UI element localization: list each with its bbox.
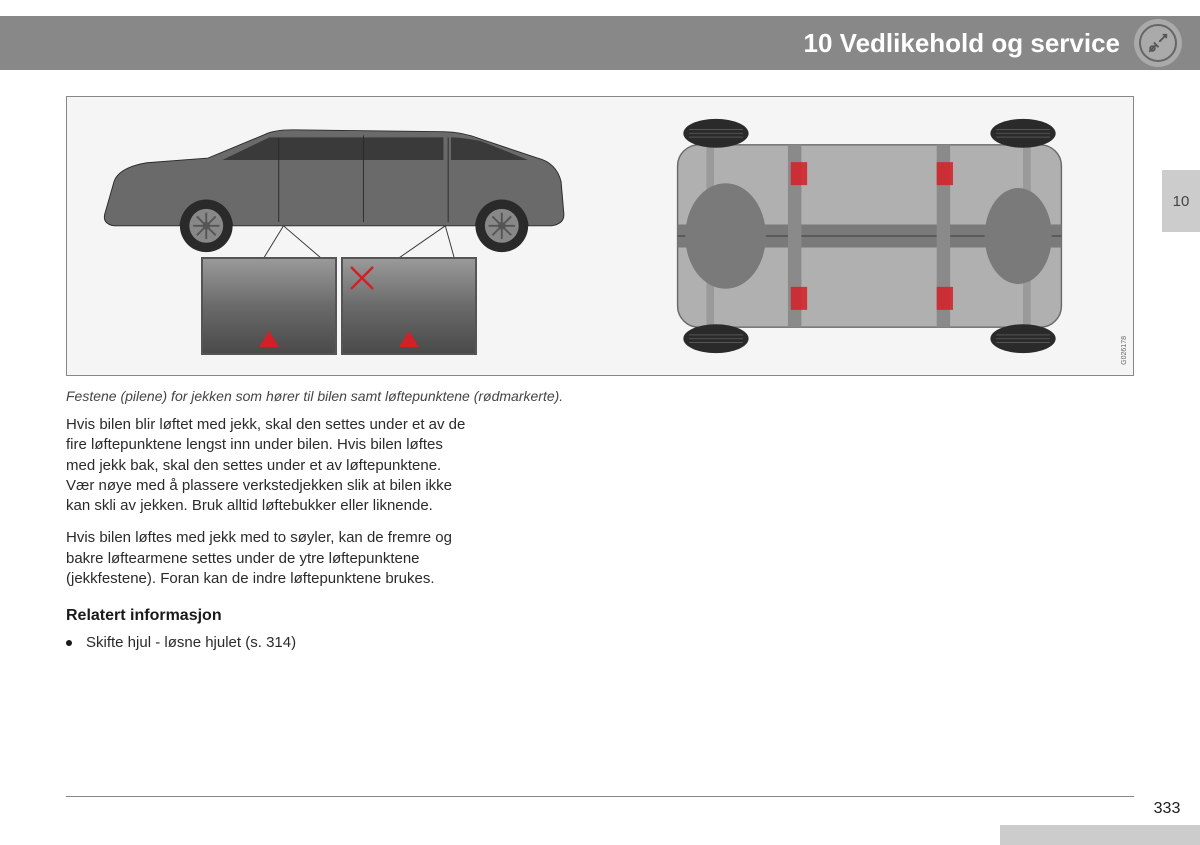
up-arrow-icon xyxy=(259,331,279,347)
car-undercarriage-illustration xyxy=(620,116,1119,356)
figure-undercarriage-view xyxy=(620,111,1119,361)
inset-incorrect-jack-point xyxy=(341,257,477,355)
cross-incorrect-icon xyxy=(349,265,375,291)
body-text-column: Hvis bilen blir løftet med jekk, skal de… xyxy=(66,415,466,653)
paragraph-2: Hvis bilen løftes med jekk med to søyler… xyxy=(66,528,466,589)
inset-correct-jack-point xyxy=(201,257,337,355)
car-side-illustration xyxy=(81,111,580,271)
chapter-number: 10 xyxy=(804,28,833,58)
paragraph-1: Hvis bilen blir løftet med jekk, skal de… xyxy=(66,415,466,516)
figure-side-view xyxy=(81,111,580,361)
page-number: 333 xyxy=(1154,800,1181,818)
section-tab: 10 xyxy=(1162,170,1200,232)
related-info-heading: Relatert informasjon xyxy=(66,605,466,627)
bullet-icon xyxy=(66,640,72,646)
inset-detail-row xyxy=(201,257,477,355)
chapter-title-text: Vedlikehold og service xyxy=(840,28,1120,58)
figure-container: G026178 xyxy=(66,96,1134,376)
service-icon-ring xyxy=(1139,24,1177,62)
chapter-title: 10 Vedlikehold og service xyxy=(804,28,1121,59)
footer-accent-bar xyxy=(1000,825,1200,845)
figure-reference-code: G026178 xyxy=(1121,336,1128,365)
related-info-item: Skifte hjul - løsne hjulet (s. 314) xyxy=(66,633,466,653)
page-number-container: 333 xyxy=(1134,797,1200,821)
related-info-text: Skifte hjul - løsne hjulet (s. 314) xyxy=(86,633,296,653)
chapter-header-bar: 10 Vedlikehold og service xyxy=(0,16,1200,70)
service-icon-badge xyxy=(1134,19,1182,67)
figure-caption: Festene (pilene) for jekken som hører ti… xyxy=(66,388,563,404)
up-arrow-icon xyxy=(399,331,419,347)
section-tab-label: 10 xyxy=(1173,193,1190,210)
footer-divider xyxy=(66,796,1134,797)
wrench-screwdriver-icon xyxy=(1147,32,1169,54)
